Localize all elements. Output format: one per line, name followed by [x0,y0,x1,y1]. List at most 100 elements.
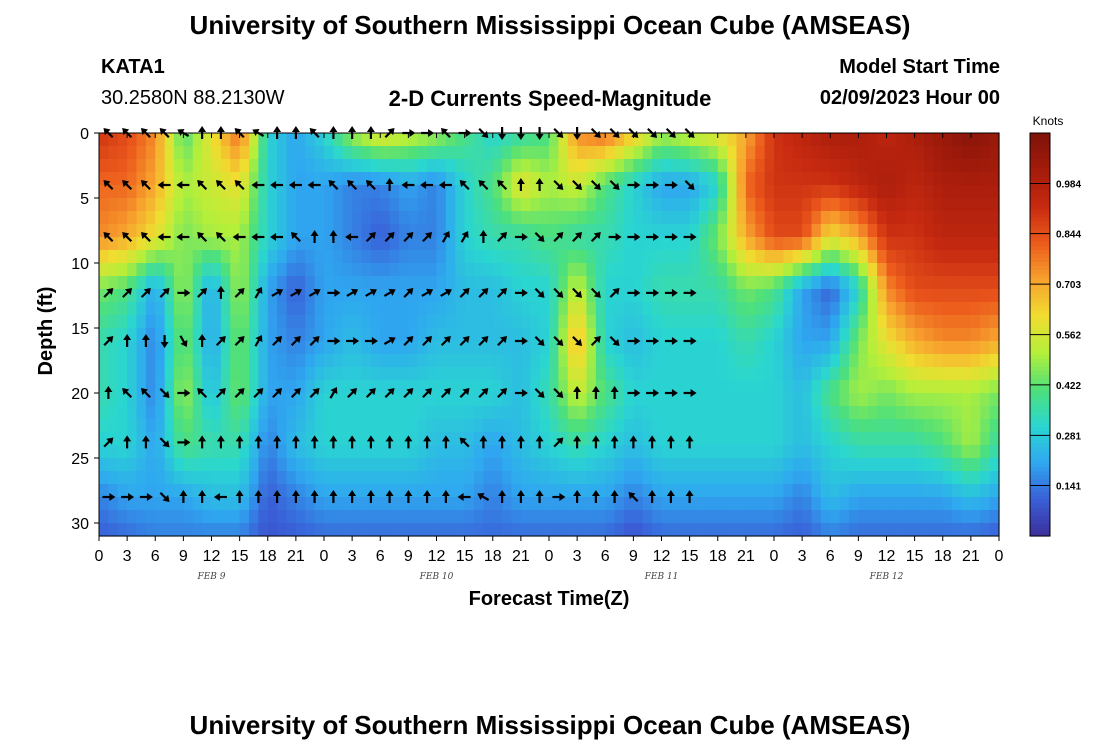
arrow-head [628,492,636,500]
heatmap-cell [745,445,756,459]
current-arrow [666,435,675,449]
current-arrow [140,180,151,191]
heatmap-cell [858,458,869,472]
heatmap-cell [511,341,522,355]
heatmap-cell [839,237,850,251]
current-arrow [459,388,470,399]
heatmap-cell [914,198,925,212]
heatmap-cell [174,367,184,381]
heatmap-cell [802,172,813,186]
current-arrow [438,181,452,189]
heatmap-cell [867,367,878,381]
current-arrow [273,126,282,139]
heatmap-cell [558,133,569,147]
arrow-head [213,493,220,501]
heatmap-cell [202,432,213,446]
heatmap-cell [352,458,363,472]
heatmap-cell [792,211,803,225]
heatmap-cell [914,237,925,251]
heatmap-cell [286,185,297,199]
heatmap-cell [727,237,738,251]
heatmap-cell [99,497,109,511]
arrow-head [591,435,600,442]
heatmap-cell [680,276,691,290]
heatmap-cell [174,159,184,173]
heatmap-cell [924,315,934,329]
colorbar-segment [1030,338,1050,344]
heatmap-cell [820,224,831,238]
heatmap-cell [370,380,381,394]
heatmap-cell [736,380,747,394]
heatmap-cell [989,497,1000,511]
heatmap-cell [455,419,466,433]
heatmap-cell [258,432,269,446]
heatmap-cell [305,367,316,381]
heatmap-cell [202,497,213,511]
heatmap-cell [633,198,644,212]
heatmap-cell [483,250,494,264]
heatmap-cell [99,276,109,290]
heatmap-cell [511,185,522,199]
heatmap-cell [249,445,259,459]
heatmap-cell [961,458,972,472]
heatmap-cell [549,432,559,446]
colorbar-segment [1030,165,1050,170]
heatmap-cell [202,367,213,381]
heatmap-cell [877,393,888,407]
heatmap-cell [445,406,456,420]
heatmap-cell [417,341,428,355]
heatmap-cell [314,185,325,199]
heatmap-cell [717,393,728,407]
current-arrow [420,181,434,189]
heatmap-cell [436,393,447,407]
colorbar-segment [1030,133,1050,138]
heatmap-cell [239,250,250,264]
heatmap-cell [877,497,888,511]
heatmap-cell [717,250,728,264]
heatmap-cell [633,354,644,368]
heatmap-cell [117,367,128,381]
heatmap-cell [136,146,147,160]
heatmap-cell [558,458,569,472]
heatmap-cell [174,419,184,433]
heatmap-cell [727,133,738,147]
heatmap-cell [249,237,259,251]
heatmap-cell [436,198,447,212]
heatmap-cell [183,224,194,238]
current-arrow [254,286,263,299]
heatmap-cell [136,406,147,420]
heatmap-cell [877,354,888,368]
heatmap-cell [914,432,925,446]
heatmap-cell [989,367,1000,381]
heatmap-cell [895,497,906,511]
heatmap-cell [267,510,278,524]
heatmap-cell [708,211,719,225]
heatmap-cell [670,406,681,420]
heatmap-cell [502,419,513,433]
arrow-head [537,290,545,298]
heatmap-cell [783,484,794,498]
heatmap-cell [352,341,363,355]
heatmap-cell [755,471,766,485]
heatmap-cell [905,484,916,498]
colorbar-segment [1030,241,1050,247]
heatmap-cell [314,367,325,381]
heatmap-cell [605,523,616,537]
heatmap-cell [970,315,981,329]
heatmap-cell [933,497,944,511]
heatmap-cell [839,380,850,394]
heatmap-cell [764,302,775,316]
current-arrow [365,232,376,243]
heatmap-cell [745,484,756,498]
heatmap-cell [427,237,438,251]
heatmap-cell [445,471,456,485]
heatmap-cell [380,510,391,524]
heatmap-cell [192,224,203,238]
heatmap-cell [577,224,588,238]
heatmap-cell [961,133,972,147]
heatmap-cell [399,367,409,381]
heatmap-cell [192,211,203,225]
x-tick-label: 12 [653,548,671,565]
colorbar-tick-label: 0.422 [1056,381,1081,392]
heatmap-cell [970,432,981,446]
